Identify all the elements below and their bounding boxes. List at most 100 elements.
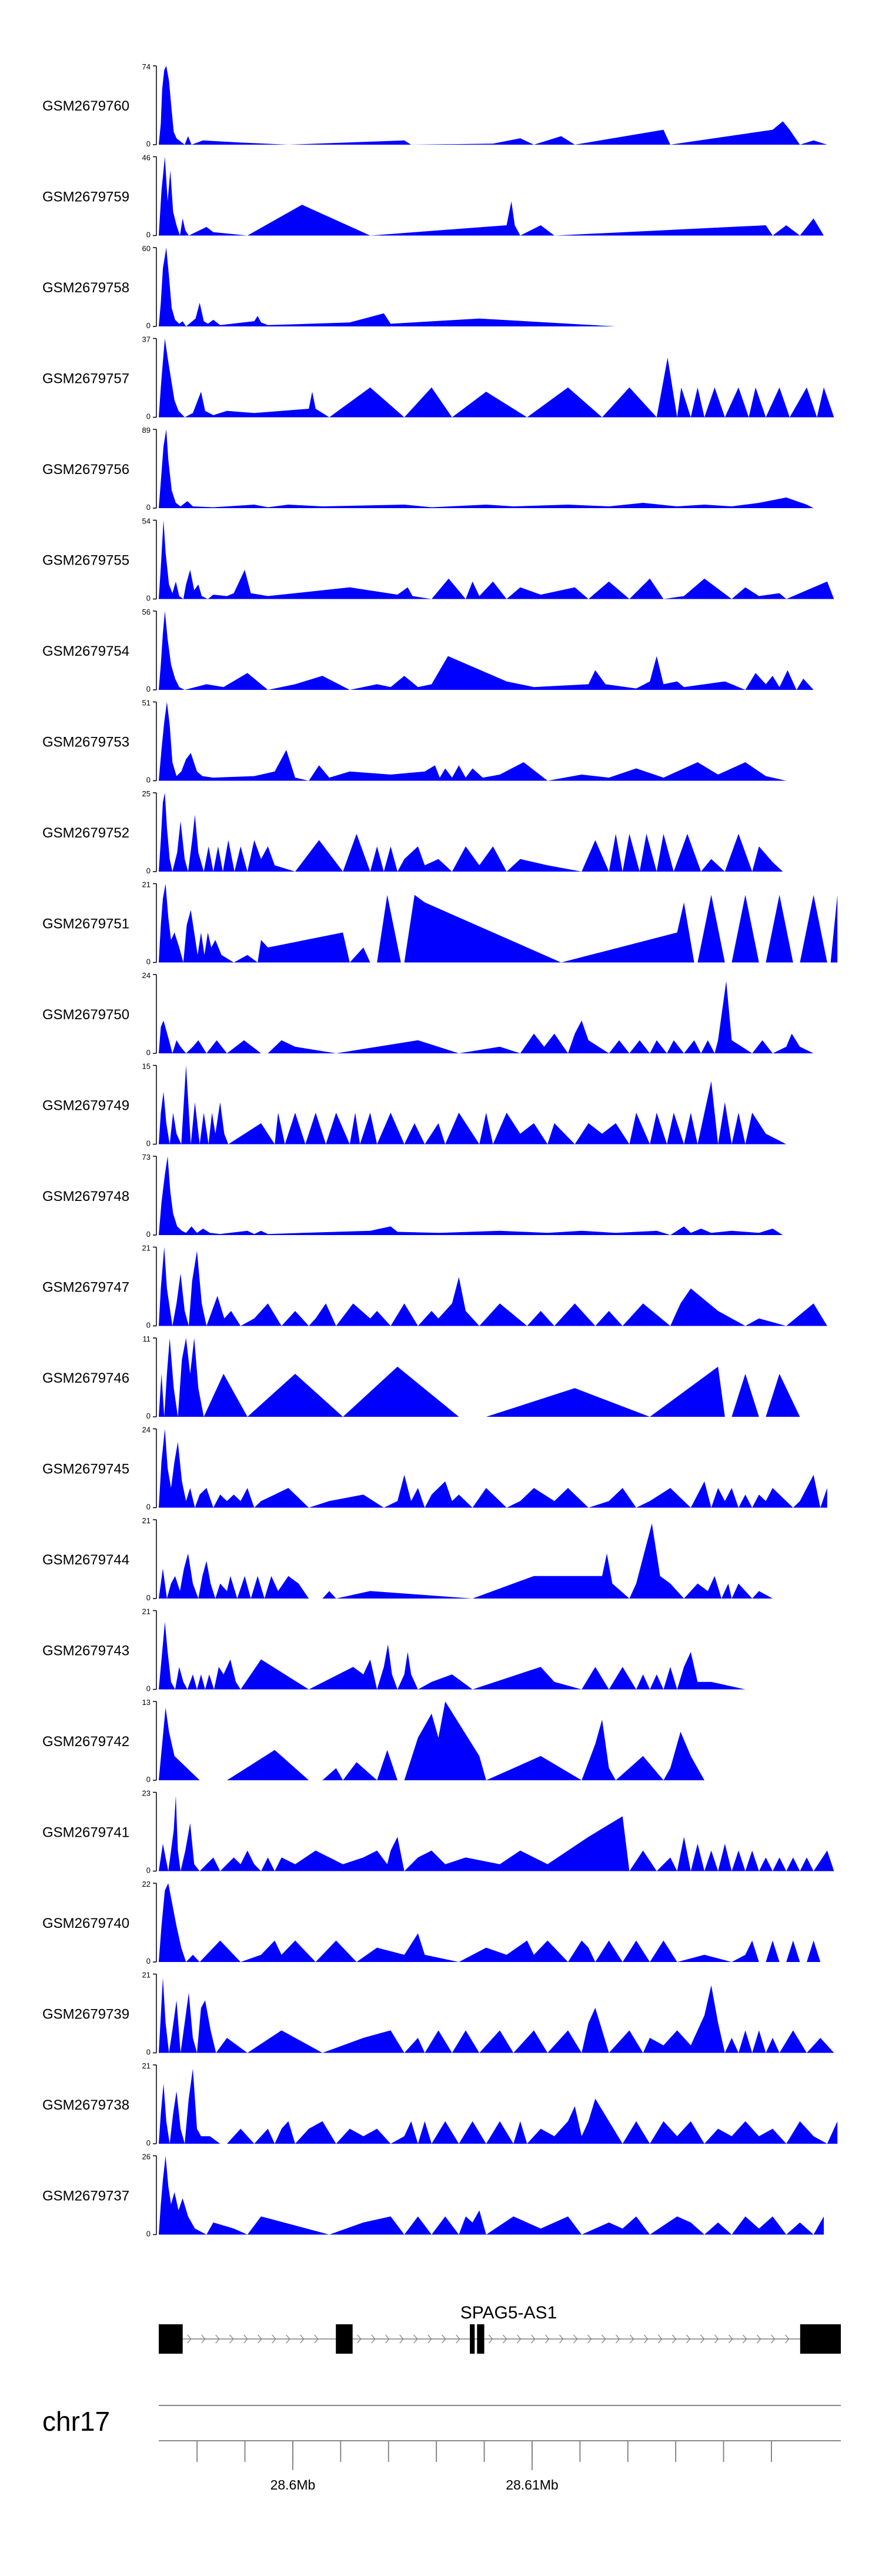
axis-tick-label: 28.61Mb	[506, 2477, 559, 2492]
track-label: GSM2679753	[42, 735, 129, 750]
exon-block	[159, 2324, 183, 2354]
coverage-area	[159, 1701, 773, 1780]
coverage-area	[159, 1338, 800, 1417]
track-GSM2679760: GSM2679760 74 0	[42, 62, 827, 148]
strand-arrow	[357, 2334, 362, 2344]
coverage-area	[159, 520, 834, 599]
y-zero-label: 0	[146, 866, 151, 875]
strand-arrow	[714, 2334, 719, 2344]
coverage-area	[159, 981, 814, 1053]
strand-arrow	[559, 2334, 564, 2344]
strand-arrow	[314, 2334, 319, 2344]
track-label: GSM2679747	[42, 1280, 129, 1296]
strand-arrow	[286, 2334, 290, 2344]
track-GSM2679738: GSM2679738 21 0	[42, 2061, 838, 2147]
track-GSM2679758: GSM2679758 60 0	[42, 244, 616, 330]
gene-track: SPAG5-AS1	[159, 2303, 841, 2354]
y-zero-label: 0	[146, 1957, 151, 1966]
track-label: GSM2679742	[42, 1734, 129, 1750]
coverage-area	[159, 1429, 827, 1508]
y-zero-label: 0	[146, 685, 151, 693]
track-label: GSM2679737	[42, 2188, 129, 2204]
track-label: GSM2679749	[42, 1098, 129, 1114]
y-max-label: 13	[142, 1698, 151, 1707]
coverage-area	[159, 429, 814, 508]
track-GSM2679740: GSM2679740 22 0	[42, 1880, 821, 1966]
track-GSM2679756: GSM2679756 89 0	[42, 426, 814, 512]
strand-arrow	[573, 2334, 578, 2344]
strand-arrow	[757, 2334, 761, 2344]
strand-arrow	[630, 2334, 634, 2344]
coverage-area	[159, 1883, 821, 1962]
strand-arrow	[427, 2334, 432, 2344]
y-zero-label: 0	[146, 2048, 151, 2057]
track-GSM2679752: GSM2679752 25 0	[42, 789, 783, 875]
strand-arrow	[729, 2334, 733, 2344]
track-label: GSM2679750	[42, 1007, 129, 1023]
exon-block	[336, 2324, 353, 2354]
coverage-area	[159, 1977, 834, 2053]
track-GSM2679742: GSM2679742 13 0	[42, 1698, 773, 1784]
track-GSM2679751: GSM2679751 21 0	[42, 880, 838, 966]
track-GSM2679737: GSM2679737 26 0	[42, 2153, 824, 2238]
y-zero-label: 0	[146, 2230, 151, 2238]
chromosome-ideogram-track: chr17	[42, 2405, 841, 2437]
strand-arrow	[385, 2334, 390, 2344]
y-max-label: 21	[142, 1971, 151, 1980]
strand-arrow	[371, 2334, 376, 2344]
y-max-label: 26	[142, 2153, 151, 2161]
strand-arrow	[413, 2334, 418, 2344]
track-label: GSM2679751	[42, 916, 129, 932]
strand-arrow	[442, 2334, 446, 2344]
y-max-label: 51	[142, 699, 151, 708]
y-max-label: 56	[142, 608, 151, 616]
track-GSM2679754: GSM2679754 56 0	[42, 608, 814, 693]
strand-arrow	[587, 2334, 592, 2344]
track-label: GSM2679738	[42, 2097, 129, 2113]
track-label: GSM2679757	[42, 371, 129, 387]
strand-arrow	[700, 2334, 705, 2344]
strand-arrow	[545, 2334, 550, 2344]
strand-arrow	[658, 2334, 663, 2344]
y-max-label: 21	[142, 880, 151, 889]
y-max-label: 24	[142, 971, 151, 980]
strand-arrow	[489, 2334, 493, 2344]
track-label: GSM2679755	[42, 553, 129, 569]
y-zero-label: 0	[146, 1503, 151, 1511]
track-label: GSM2679743	[42, 1643, 129, 1659]
track-GSM2679750: GSM2679750 24 0	[42, 971, 814, 1057]
strand-arrow	[531, 2334, 536, 2344]
coverage-area	[159, 2155, 824, 2235]
track-GSM2679745: GSM2679745 24 0	[42, 1426, 827, 1511]
track-GSM2679741: GSM2679741 23 0	[42, 1789, 834, 1875]
track-label: GSM2679759	[42, 189, 129, 205]
coverage-area	[159, 793, 783, 872]
y-zero-label: 0	[146, 1775, 151, 1784]
track-GSM2679747: GSM2679747 21 0	[42, 1244, 827, 1330]
y-zero-label: 0	[146, 776, 151, 785]
track-label: GSM2679745	[42, 1461, 129, 1477]
coverage-area	[159, 156, 824, 236]
y-zero-label: 0	[146, 1412, 151, 1420]
strand-arrow	[243, 2334, 248, 2344]
track-label: GSM2679760	[42, 98, 129, 114]
y-zero-label: 0	[146, 1230, 151, 1239]
y-max-label: 21	[142, 2061, 151, 2070]
y-max-label: 89	[142, 426, 151, 435]
y-zero-label: 0	[146, 2138, 151, 2147]
y-zero-label: 0	[146, 1139, 151, 1148]
exon-block	[800, 2324, 841, 2354]
track-GSM2679748: GSM2679748 73 0	[42, 1153, 783, 1239]
y-max-label: 54	[142, 517, 151, 526]
y-max-label: 21	[142, 1607, 151, 1616]
strand-arrow	[743, 2334, 747, 2344]
track-label: GSM2679748	[42, 1189, 129, 1204]
y-max-label: 23	[142, 1789, 151, 1798]
track-label: GSM2679756	[42, 462, 129, 478]
strand-arrow	[503, 2334, 507, 2344]
strand-arrow	[187, 2334, 192, 2344]
y-zero-label: 0	[146, 594, 151, 603]
y-max-label: 11	[143, 1334, 151, 1343]
y-max-label: 21	[142, 1244, 151, 1253]
